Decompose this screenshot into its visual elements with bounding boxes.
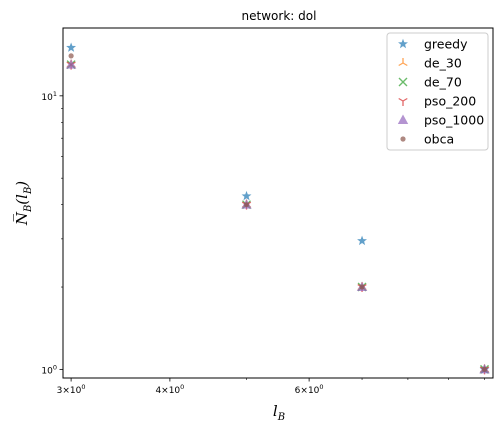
legend-marker-de_30 xyxy=(398,58,408,67)
legend-label-greedy: greedy xyxy=(424,37,468,52)
legend-marker-greedy xyxy=(398,38,408,49)
legend-marker-obca xyxy=(400,136,406,142)
axes-frame xyxy=(62,27,494,379)
greedy-point xyxy=(241,190,252,201)
plot-area xyxy=(62,27,494,379)
obca-point xyxy=(68,53,74,59)
obca-point xyxy=(243,202,250,208)
data-points xyxy=(65,42,490,375)
legend-marker-pso_200 xyxy=(398,97,408,106)
x-tick-label: 3×100 xyxy=(57,383,86,396)
obca-point xyxy=(359,284,365,290)
chart-title: network: dol xyxy=(242,9,317,23)
x-tick-label: 6×100 xyxy=(295,383,324,396)
greedy-point xyxy=(66,42,77,52)
legend-marker-de_70 xyxy=(398,77,408,87)
x-axis: 3×100 4×100 6×100 xyxy=(57,378,485,396)
legend-label-de_70: de_70 xyxy=(424,75,462,90)
legend-marker-pso_1000 xyxy=(397,114,409,124)
obca-point xyxy=(481,366,488,372)
y-tick-label: 100 xyxy=(41,363,57,376)
x-tick-label: 4×100 xyxy=(155,383,184,396)
y-axis: 100 101 xyxy=(41,90,63,376)
y-axis-title: N̅B(lB) xyxy=(12,181,34,227)
legend-label-pso_1000: pso_1000 xyxy=(424,113,484,128)
legend-label-obca: obca xyxy=(424,132,454,147)
pso_1000-point xyxy=(65,59,77,69)
x-axis-title: lB xyxy=(273,402,285,423)
greedy-point xyxy=(357,235,367,246)
legend-label-pso_200: pso_200 xyxy=(424,94,476,109)
legend-label-de_30: de_30 xyxy=(424,56,462,71)
legend-box xyxy=(386,32,489,151)
y-tick-label: 101 xyxy=(41,90,57,103)
